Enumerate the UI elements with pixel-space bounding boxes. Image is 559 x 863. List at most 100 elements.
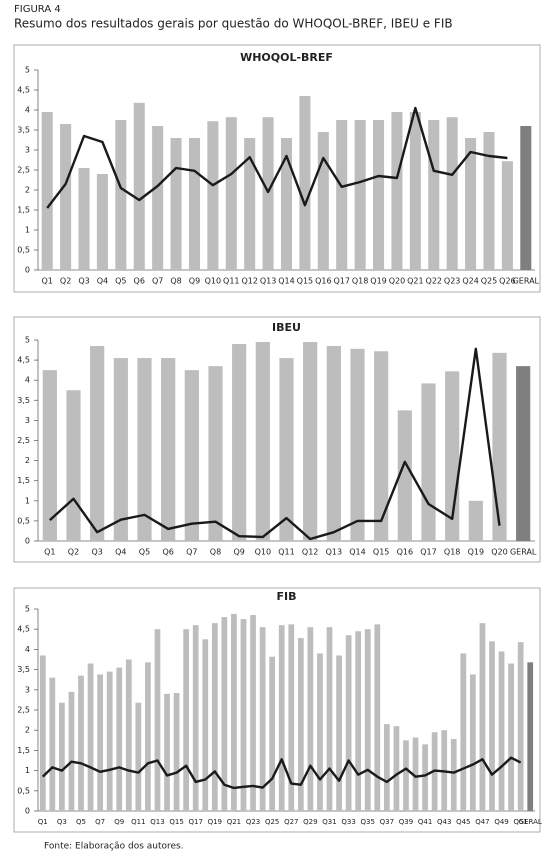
bar (364, 629, 371, 811)
bar (492, 352, 507, 541)
bar (137, 358, 152, 541)
x-tick-label: Q12 (241, 277, 257, 286)
x-tick-label: Q24 (462, 277, 478, 286)
bar (225, 117, 237, 270)
x-tick-label: Q10 (255, 548, 271, 557)
x-tick-label: Q3 (78, 277, 89, 286)
bar (336, 120, 348, 270)
x-tick-label: Q19 (370, 277, 386, 286)
x-tick-label: GERAL (510, 548, 537, 557)
x-tick-label: Q19 (468, 548, 484, 557)
bar (269, 656, 276, 811)
y-tick-label: 1,5 (17, 206, 30, 215)
x-tick-label: Q3 (57, 818, 67, 826)
bar (374, 624, 381, 811)
x-tick-label: Q33 (341, 818, 355, 826)
x-tick-label: Q11 (278, 548, 294, 557)
bar (520, 126, 532, 270)
bar (87, 663, 94, 811)
x-tick-label: Q15 (373, 548, 389, 557)
y-tick-label: 5 (25, 605, 30, 614)
bar (517, 642, 524, 811)
bar (412, 737, 419, 811)
bar (78, 168, 90, 270)
x-tick-label: Q1 (44, 548, 55, 557)
bar (259, 627, 266, 811)
x-tick-label: Q23 (246, 818, 260, 826)
x-tick-label: Q5 (139, 548, 150, 557)
bar (465, 138, 477, 270)
figure-label: FIGURA 4 (14, 4, 61, 15)
bar (508, 663, 514, 811)
bar (421, 383, 436, 541)
y-tick-label: 2 (25, 726, 30, 735)
x-tick-label: Q4 (115, 548, 126, 557)
panel-frame (13, 44, 541, 293)
y-tick-label: 3,5 (17, 126, 30, 135)
bar (393, 726, 400, 811)
bar (307, 627, 314, 811)
y-tick-label: 1,5 (17, 746, 30, 755)
bar (161, 358, 176, 541)
x-tick-label: Q37 (380, 818, 394, 826)
bar (232, 344, 247, 541)
bar (60, 124, 72, 270)
bar (527, 662, 534, 811)
x-tick-label: Q8 (210, 548, 221, 557)
x-tick-label: Q13 (150, 818, 164, 826)
y-tick-label: 5 (25, 336, 30, 345)
bar (192, 625, 199, 811)
bar (240, 619, 247, 811)
panel-frame (13, 316, 541, 563)
x-tick-label: Q21 (227, 818, 241, 826)
x-tick-label: Q3 (91, 548, 102, 557)
bar (403, 740, 409, 811)
x-tick-label: Q14 (349, 548, 365, 557)
bar (336, 655, 342, 811)
bar (170, 138, 182, 270)
bar (397, 410, 412, 541)
y-tick-label: 2 (25, 456, 30, 465)
chart-title: WHOQOL-BREF (240, 51, 333, 64)
x-tick-label: Q17 (188, 818, 202, 826)
bar (373, 120, 385, 270)
bar (326, 627, 333, 811)
bar (299, 96, 311, 270)
bar (317, 132, 329, 270)
y-tick-label: 0,5 (17, 786, 30, 795)
x-tick-label: Q7 (152, 277, 163, 286)
bar (135, 702, 142, 811)
y-tick-label: 3 (25, 416, 30, 425)
bar (446, 117, 458, 270)
x-tick-label: Q26 (499, 277, 515, 286)
bar (326, 346, 341, 541)
y-tick-label: 3 (25, 146, 30, 155)
x-tick-label: Q7 (95, 818, 105, 826)
x-tick-label: Q9 (233, 548, 244, 557)
y-tick-label: 3,5 (17, 396, 30, 405)
x-tick-label: Q9 (114, 818, 124, 826)
bar (422, 744, 428, 811)
y-tick-label: 4,5 (17, 625, 30, 634)
y-tick-label: 4,5 (17, 356, 30, 365)
chart-title: IBEU (272, 321, 301, 334)
bar (262, 117, 274, 270)
bar (97, 674, 103, 811)
bar (183, 629, 190, 811)
x-tick-label: Q17 (333, 277, 349, 286)
y-tick-label: 4 (25, 645, 30, 654)
y-tick-label: 1 (25, 496, 30, 505)
x-tick-label: Q12 (302, 548, 318, 557)
bar (428, 120, 440, 270)
bar (468, 500, 483, 541)
bar (173, 693, 180, 811)
line (46, 106, 508, 209)
line (49, 347, 501, 541)
y-tick-label: 4 (25, 106, 30, 115)
bar (391, 112, 403, 270)
bar (208, 366, 223, 541)
bar (106, 671, 113, 811)
panel-frame (13, 587, 541, 833)
bar (66, 390, 81, 541)
x-tick-label: Q9 (189, 277, 200, 286)
